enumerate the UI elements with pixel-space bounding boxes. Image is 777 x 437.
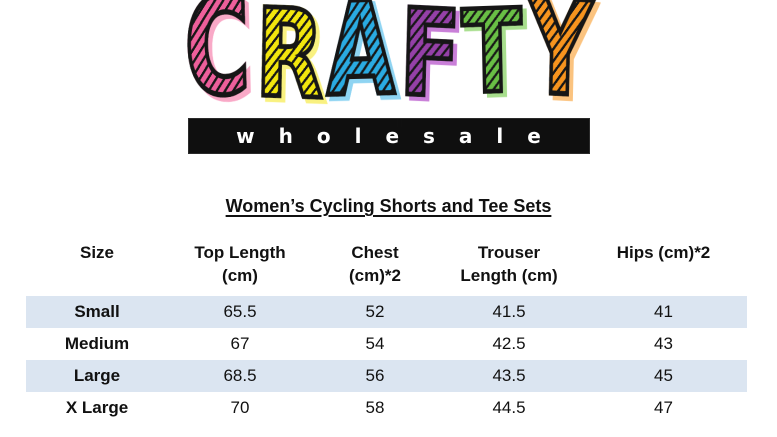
table-row-x-large: X Large 70 58 44.5 47 <box>26 392 747 424</box>
page-title: Women’s Cycling Shorts and Tee Sets <box>225 196 552 216</box>
logo-letter: T <box>459 0 526 126</box>
column-header-size: Size <box>79 243 115 262</box>
table-row-small: Small 65.5 52 41.5 41 <box>26 296 747 328</box>
column-header-top-length: Top Length (cm) <box>194 243 286 285</box>
cell-size: Medium <box>64 334 130 353</box>
cell-hips: 45 <box>654 366 673 385</box>
cell-size: X Large <box>65 398 129 417</box>
logo-letter: C <box>181 0 253 135</box>
crafty-wholesale-logo: C R A F T Y wholesale <box>0 0 777 154</box>
cell-trouser-length: 41.5 <box>492 302 526 321</box>
table-row-medium: Medium 67 54 42.5 43 <box>26 328 747 360</box>
column-header-hips: Hips (cm)*2 <box>616 243 711 262</box>
cell-trouser-length: 44.5 <box>492 398 526 417</box>
cell-top-length: 67 <box>230 334 250 353</box>
logo-tagline: wholesale <box>236 124 565 148</box>
column-header-chest: Chest (cm)*2 <box>349 243 401 285</box>
cell-chest: 56 <box>365 366 385 385</box>
logo-letter: Y <box>524 0 596 134</box>
logo-letter: A <box>323 0 397 132</box>
column-header-trouser-length: Trouser Length (cm) <box>460 243 558 285</box>
cell-hips: 47 <box>654 398 673 417</box>
cell-top-length: 68.5 <box>223 366 257 385</box>
cell-size: Large <box>73 366 121 385</box>
cell-trouser-length: 43.5 <box>492 366 526 385</box>
cell-chest: 58 <box>365 398 385 417</box>
size-chart-table: Size Top Length (cm) Chest (cm)*2 Trouser L… <box>26 241 747 424</box>
logo-wordmark: C R A F T Y <box>181 0 595 129</box>
cell-trouser-length: 42.5 <box>492 334 526 353</box>
table-row-large: Large 68.5 56 43.5 45 <box>26 360 747 392</box>
cell-hips: 43 <box>654 334 673 353</box>
cell-size: Small <box>74 302 120 321</box>
table-header: Size Top Length (cm) Chest (cm)*2 Trouser L… <box>26 241 747 296</box>
logo-letter: F <box>396 0 464 132</box>
cell-top-length: 65.5 <box>223 302 257 321</box>
cell-chest: 52 <box>365 302 385 321</box>
cell-hips: 41 <box>654 302 673 321</box>
cell-chest: 54 <box>365 334 385 353</box>
cell-top-length: 70 <box>230 398 250 417</box>
logo-letter: R <box>252 0 327 133</box>
logo-tagline-bar: wholesale <box>187 118 590 154</box>
